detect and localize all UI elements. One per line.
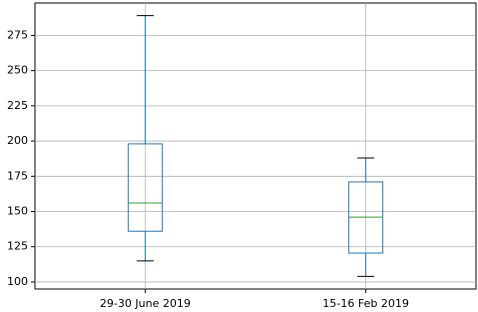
plot-frame <box>34 2 477 290</box>
y-tick-label: 125 <box>7 240 28 253</box>
y-tick-label: 200 <box>7 134 28 147</box>
x-tick-label: 29-30 June 2019 <box>100 297 191 310</box>
y-tick-label: 275 <box>7 28 28 41</box>
x-tick-label: 15-16 Feb 2019 <box>323 297 409 310</box>
y-tick-label: 100 <box>7 275 28 288</box>
box <box>127 143 163 232</box>
y-tick-label: 250 <box>7 64 28 77</box>
y-tick-label: 175 <box>7 169 28 182</box>
y-tick-label: 225 <box>7 99 28 112</box>
y-tick-label: 150 <box>7 205 28 218</box>
